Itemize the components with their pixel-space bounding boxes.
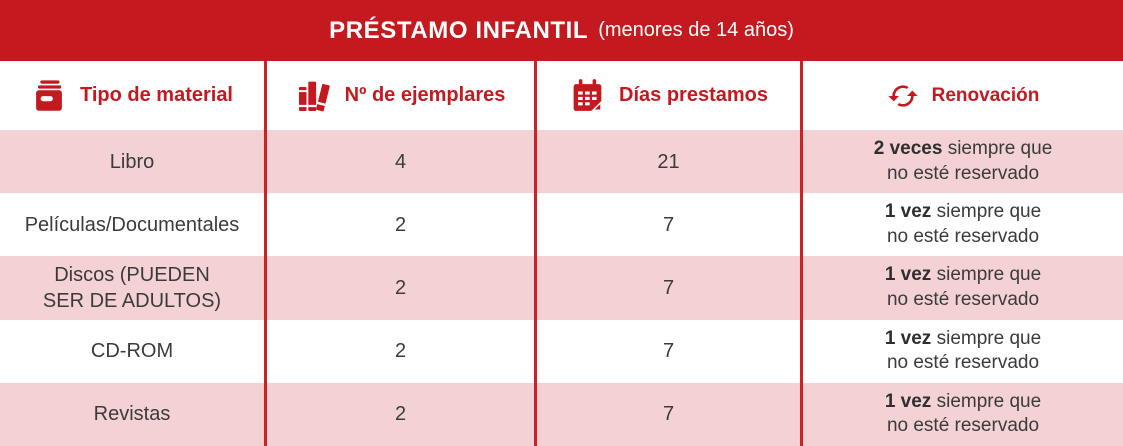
material-cell: Películas/Documentales	[0, 193, 267, 257]
column-header-renovacion: Renovación	[803, 61, 1123, 130]
renovacion-condition: siempre que no esté reservado	[886, 201, 1042, 247]
material-cell: CD-ROM	[0, 319, 267, 383]
table-row-revistas: Revistas 2 7 1 vez siempre que no esté r…	[0, 382, 1123, 446]
ejemplares-cell: 2	[267, 193, 537, 257]
renovacion-cell: 2 veces siempre que no esté reservado	[803, 130, 1123, 193]
title-bar: PRÉSTAMO INFANTIL (menores de 14 años)	[0, 0, 1123, 61]
ejemplares-cell: 2	[267, 319, 537, 383]
renovacion-condition: siempre que no esté reservado	[886, 327, 1042, 374]
renovacion-condition: siempre que no esté reservado	[886, 264, 1042, 310]
renovacion-count: 1 vez	[884, 264, 932, 286]
column-header-label: Nº de ejemplares	[344, 84, 506, 106]
renovacion-count: 1 vez	[884, 201, 932, 223]
renew-icon	[887, 80, 919, 112]
column-header-row: Tipo de material Nº de ejemplares	[0, 61, 1123, 130]
renovacion-condition: siempre que no esté reservado	[886, 390, 1042, 437]
dias-cell: 21	[537, 130, 803, 194]
renovacion-count: 1 vez	[884, 327, 932, 349]
dias-cell: 7	[537, 382, 803, 446]
renovacion-cell: 1 vez siempre que no esté reservado	[803, 256, 1123, 319]
renovacion-cell: 1 vez siempre que no esté reservado	[803, 193, 1123, 256]
column-header-label: Días prestamos	[619, 84, 768, 106]
ejemplares-cell: 4	[267, 130, 537, 194]
calendar-icon	[569, 77, 606, 114]
dias-cell: 7	[537, 193, 803, 257]
renovacion-count: 2 veces	[873, 137, 943, 159]
ejemplares-cell: 2	[267, 382, 537, 446]
page-title: PRÉSTAMO INFANTIL	[329, 16, 589, 44]
dias-cell: 7	[537, 319, 803, 383]
table-body: Libro 4 21 2 veces siempre que no esté r…	[0, 130, 1123, 446]
table-row-cdrom: CD-ROM 2 7 1 vez siempre que no esté res…	[0, 319, 1123, 383]
table-row-peliculas: Películas/Documentales 2 7 1 vez siempre…	[0, 193, 1123, 257]
renovacion-condition: siempre que no esté reservado	[886, 137, 1053, 184]
column-header-ejemplares: Nº de ejemplares	[267, 61, 537, 130]
page-subtitle: (menores de 14 años)	[598, 19, 794, 41]
column-header-dias: Días prestamos	[537, 61, 803, 130]
renovacion-count: 1 vez	[884, 390, 932, 412]
material-cell: Libro	[0, 130, 267, 194]
dias-cell: 7	[537, 256, 803, 320]
table-row-discos: Discos (PUEDEN SER DE ADULTOS) 2 7 1 vez…	[0, 256, 1123, 320]
material-cell: Revistas	[0, 382, 267, 446]
material-box-icon	[31, 78, 67, 114]
material-cell: Discos (PUEDEN SER DE ADULTOS)	[0, 256, 267, 320]
column-header-label: Tipo de material	[79, 84, 233, 106]
renovacion-cell: 1 vez siempre que no esté reservado	[803, 320, 1123, 383]
books-icon	[296, 78, 332, 114]
column-header-label: Renovación	[931, 84, 1040, 106]
ejemplares-cell: 2	[267, 256, 537, 320]
renovacion-cell: 1 vez siempre que no esté reservado	[803, 383, 1123, 446]
table-row-libro: Libro 4 21 2 veces siempre que no esté r…	[0, 130, 1123, 194]
column-header-tipo-material: Tipo de material	[0, 61, 267, 130]
